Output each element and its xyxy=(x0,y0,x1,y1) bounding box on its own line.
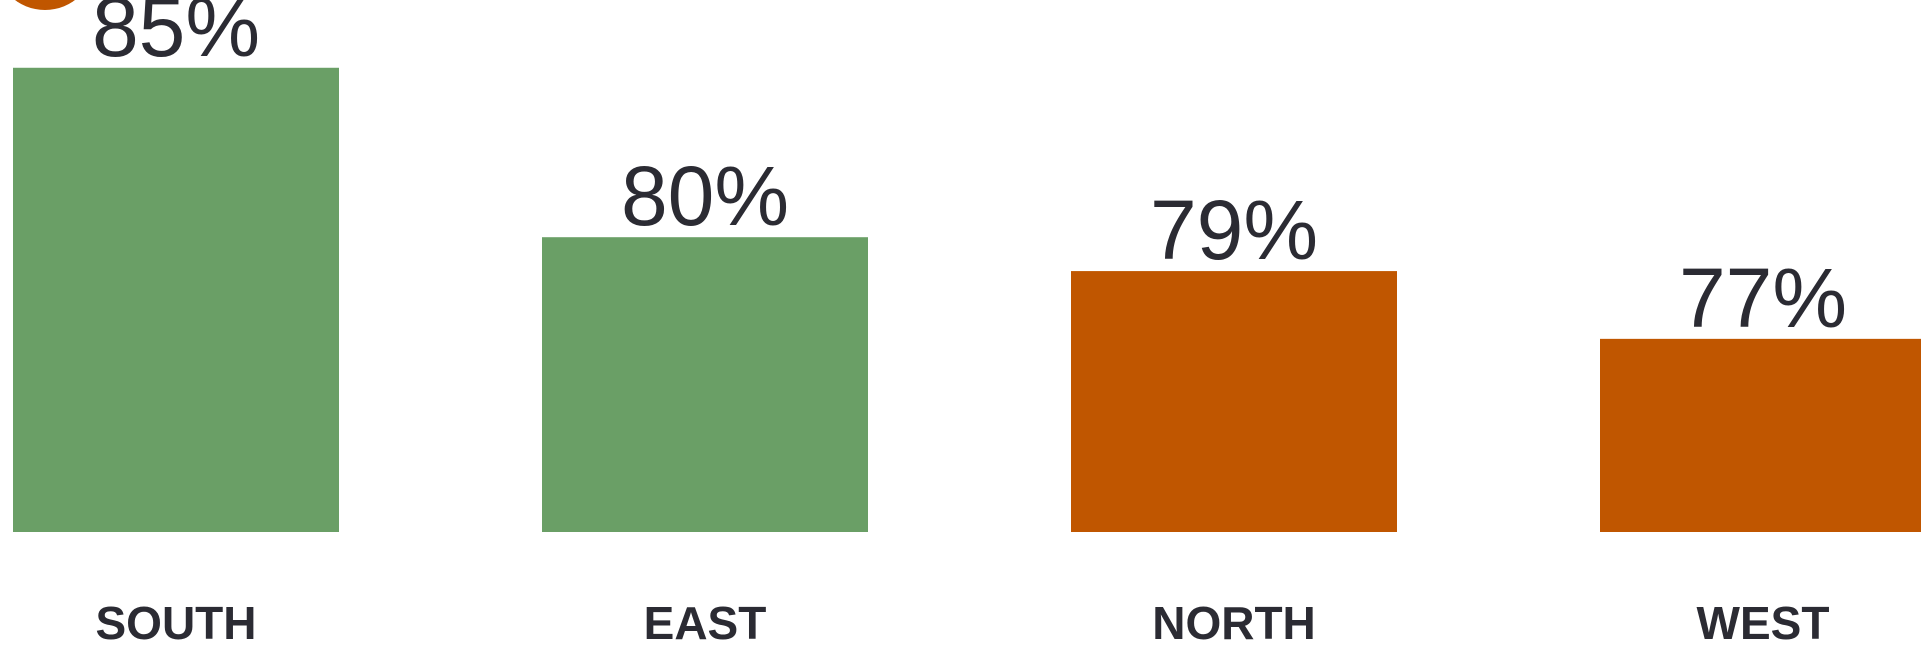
category-label: SOUTH xyxy=(96,597,257,649)
value-label: 80% xyxy=(621,149,789,243)
category-label: NORTH xyxy=(1152,597,1316,649)
bar xyxy=(1600,338,1921,532)
value-label: 79% xyxy=(1150,183,1318,277)
bar xyxy=(13,67,339,533)
category-label: EAST xyxy=(644,597,767,649)
bar xyxy=(542,237,868,532)
decoration-circle xyxy=(15,0,75,10)
value-label: 77% xyxy=(1679,251,1847,345)
bar xyxy=(1071,271,1397,532)
value-label: 85% xyxy=(92,0,260,74)
category-label: WEST xyxy=(1697,597,1830,649)
